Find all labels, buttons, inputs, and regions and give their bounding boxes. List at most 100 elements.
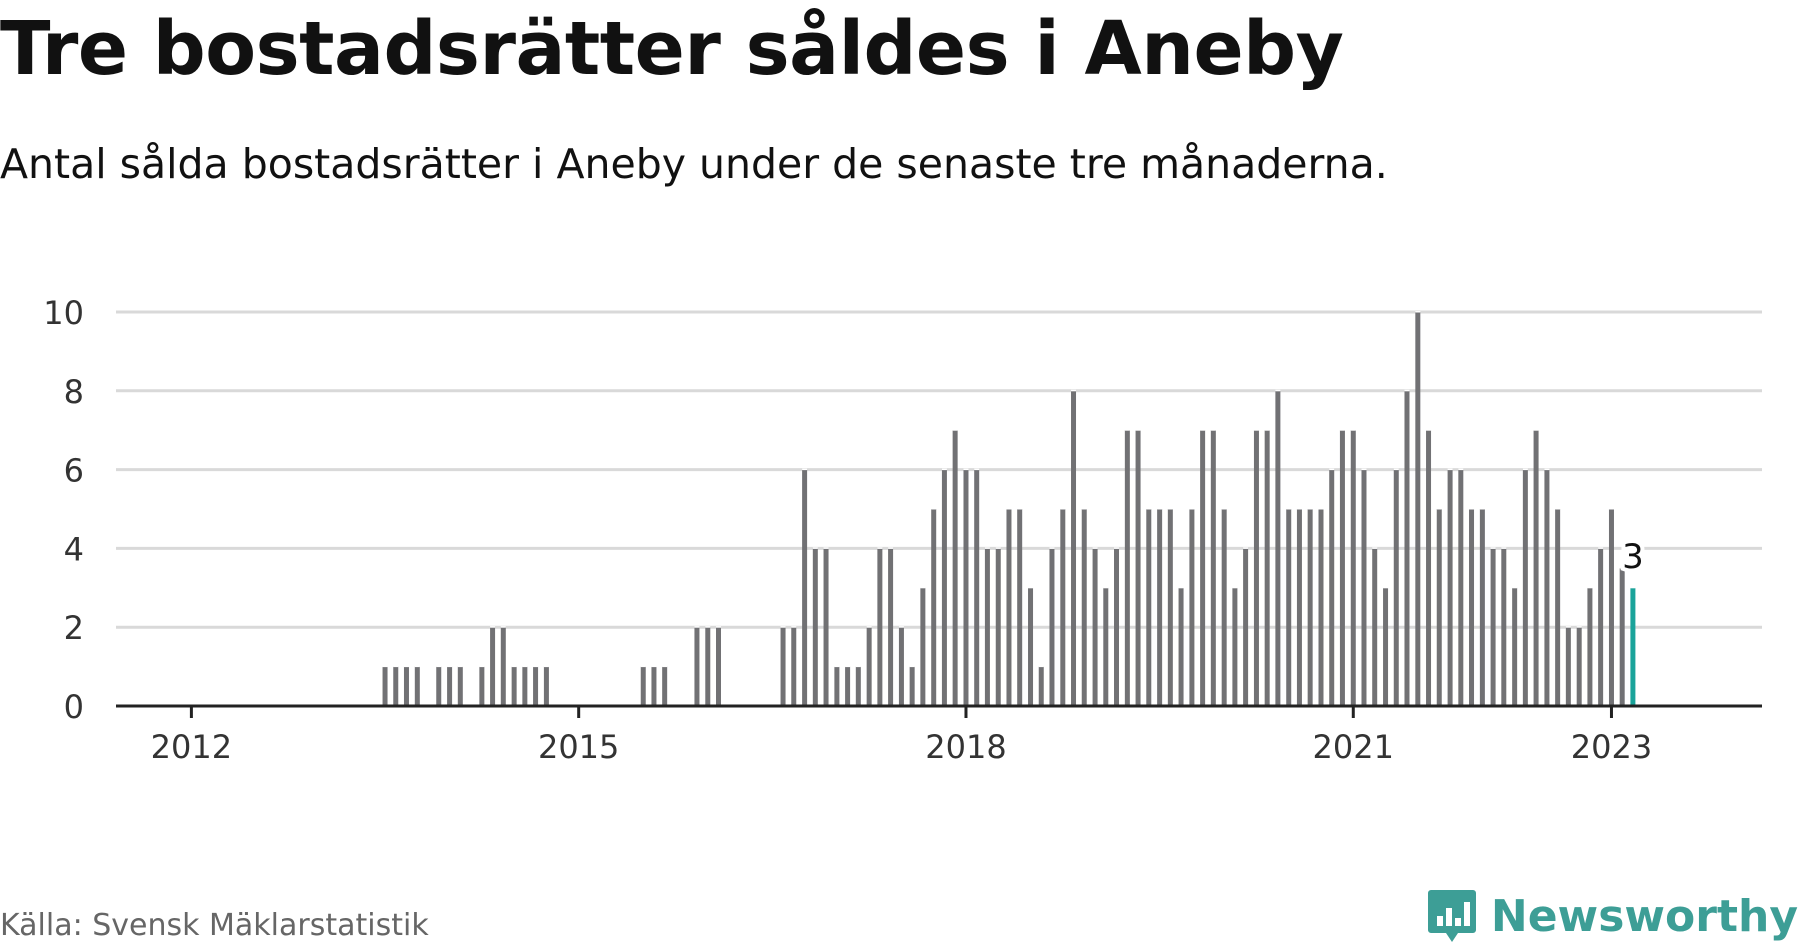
bar-cap	[898, 626, 904, 628]
bar-cap	[1028, 586, 1034, 589]
bar	[995, 548, 1001, 706]
bar-cap	[694, 626, 700, 628]
brand-logo[interactable]: Newsworthy	[1427, 888, 1798, 944]
bar	[1318, 509, 1324, 706]
bar-cap	[1587, 586, 1593, 589]
bar-cap	[1479, 508, 1485, 510]
bar	[1544, 469, 1550, 706]
bar	[662, 666, 668, 706]
bar	[382, 666, 388, 706]
y-tick-label: 8	[64, 373, 84, 411]
bar-cap	[1598, 547, 1604, 549]
bar	[791, 627, 797, 706]
chart-subtitle: Antal sålda bostadsrätter i Aneby under …	[0, 140, 1388, 188]
bar-cap	[533, 665, 539, 668]
bar	[533, 666, 539, 706]
bar	[1522, 469, 1528, 706]
bar	[1146, 509, 1152, 706]
x-tick-label: 2021	[1313, 728, 1394, 766]
bar	[500, 627, 506, 706]
bar-cap	[952, 429, 958, 431]
bar-cap	[834, 665, 840, 668]
bar	[1253, 430, 1259, 706]
bar	[1501, 548, 1507, 706]
bar	[651, 666, 657, 706]
bar-cap	[1243, 547, 1249, 549]
bar	[1329, 469, 1335, 706]
bar-cap	[812, 547, 818, 549]
bar	[1017, 509, 1023, 706]
bar	[920, 587, 926, 706]
bar	[1243, 548, 1249, 706]
bar	[888, 548, 894, 706]
bars	[382, 311, 1636, 706]
bar	[1264, 430, 1270, 706]
y-tick-label: 4	[64, 530, 84, 568]
bar-chart-speech-bubble-icon	[1427, 890, 1476, 942]
bar-cap	[1350, 429, 1356, 431]
bar-cap	[791, 626, 797, 628]
bar-cap	[1286, 508, 1292, 510]
bar	[866, 627, 872, 706]
bar-cap	[1092, 547, 1098, 549]
bar	[1296, 509, 1302, 706]
bar	[716, 627, 722, 706]
gridlines	[116, 310, 1762, 629]
bar-cap	[1275, 389, 1281, 392]
bar-cap	[1339, 429, 1345, 431]
bar	[403, 666, 409, 706]
bar-cap	[490, 626, 496, 628]
bar	[1555, 509, 1561, 706]
bar-cap	[1178, 586, 1184, 589]
bar	[1210, 430, 1216, 706]
bar	[1038, 666, 1044, 706]
bar	[479, 666, 485, 706]
bar	[1372, 548, 1378, 706]
bar-cap	[1253, 429, 1259, 431]
bar-cap	[662, 665, 668, 668]
bar	[1135, 430, 1141, 706]
bar	[1426, 430, 1432, 706]
bar-cap	[500, 626, 506, 628]
bar-highlight	[1630, 587, 1636, 706]
bar	[1415, 312, 1421, 706]
bar	[780, 627, 786, 706]
labels: 0 2 4 6 8 10 2012 2015 2018 2021 2023 3	[43, 294, 1652, 766]
bar-cap	[1372, 547, 1378, 549]
bar	[1587, 587, 1593, 706]
bar-cap	[920, 586, 926, 589]
bar	[543, 666, 549, 706]
bar-cap	[1146, 508, 1152, 510]
bar-cap	[1124, 429, 1130, 431]
x-tick-label: 2015	[538, 728, 619, 766]
bar-cap	[1404, 389, 1410, 392]
bar	[1619, 568, 1625, 706]
bar-cap	[1071, 389, 1077, 392]
bar-cap	[984, 547, 990, 549]
bar	[1512, 587, 1518, 706]
bar-cap	[705, 626, 711, 628]
bar-cap	[1522, 468, 1528, 471]
bar-cap	[1232, 586, 1238, 589]
bar-cap	[1318, 508, 1324, 510]
bar-cap	[640, 665, 646, 668]
bar-cap	[780, 626, 786, 628]
bar	[414, 666, 420, 706]
axes	[116, 704, 1762, 718]
bar	[963, 469, 969, 706]
bar-cap	[1393, 468, 1399, 471]
bar-cap	[457, 665, 463, 668]
bar	[1598, 548, 1604, 706]
bar-cap	[845, 665, 851, 668]
bar-cap	[802, 468, 808, 471]
bar	[1307, 509, 1313, 706]
bar	[984, 548, 990, 706]
bar-cap	[888, 547, 894, 549]
bar	[1103, 587, 1109, 706]
bar-cap	[414, 665, 420, 668]
bar	[1469, 509, 1475, 706]
bar-cap	[877, 547, 883, 549]
bar	[1189, 509, 1195, 706]
bar	[1071, 390, 1077, 706]
bar-cap	[941, 468, 947, 471]
